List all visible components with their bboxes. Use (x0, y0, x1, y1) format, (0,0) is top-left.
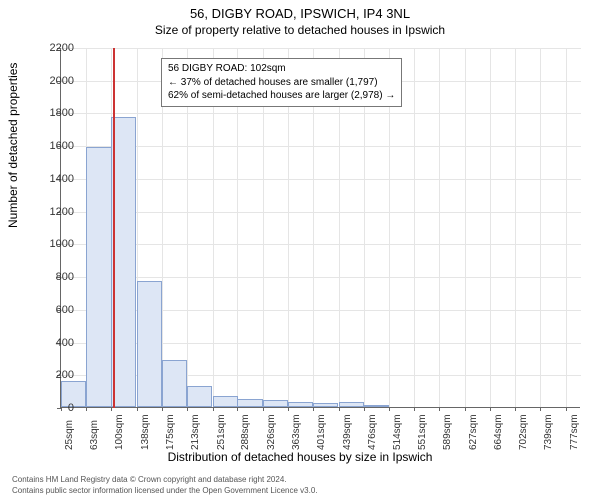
gridline-h (61, 146, 581, 147)
histogram-bar (162, 360, 187, 407)
gridline-h (61, 244, 581, 245)
histogram-bar (237, 399, 262, 407)
x-axis-label: Distribution of detached houses by size … (0, 450, 600, 464)
ytick-label: 1400 (26, 173, 74, 185)
xtick-label: 551sqm (417, 414, 428, 450)
histogram-bar (288, 402, 313, 407)
xtick-label: 100sqm (114, 414, 125, 450)
footer-line-2: Contains public sector information licen… (12, 486, 318, 496)
footer-line-1: Contains HM Land Registry data © Crown c… (12, 475, 318, 485)
gridline-v (414, 48, 415, 408)
y-axis-label: Number of detached properties (6, 63, 20, 228)
gridline-v (465, 48, 466, 408)
xtick (515, 407, 516, 411)
xtick-label: 589sqm (442, 414, 453, 450)
histogram-bar (313, 403, 338, 407)
gridline-v (439, 48, 440, 408)
xtick (414, 407, 415, 411)
histogram-bar (86, 147, 111, 407)
gridline-v (566, 48, 567, 408)
ytick-label: 600 (26, 304, 74, 316)
xtick (213, 407, 214, 411)
histogram-bar (263, 400, 288, 407)
xtick (288, 407, 289, 411)
ytick-label: 2200 (26, 42, 74, 54)
xtick (187, 407, 188, 411)
ytick-label: 800 (26, 271, 74, 283)
gridline-h (61, 212, 581, 213)
histogram-bar (364, 405, 389, 407)
ytick-label: 1800 (26, 107, 74, 119)
reference-line (113, 48, 115, 408)
page-title: 56, DIGBY ROAD, IPSWICH, IP4 3NL (0, 0, 600, 21)
annotation-line: 56 DIGBY ROAD: 102sqm (168, 62, 395, 76)
xtick (162, 407, 163, 411)
gridline-h (61, 179, 581, 180)
chart-container: 56, DIGBY ROAD, IPSWICH, IP4 3NL Size of… (0, 0, 600, 500)
xtick (137, 407, 138, 411)
xtick (465, 407, 466, 411)
gridline-h (61, 48, 581, 49)
xtick-label: 175sqm (165, 414, 176, 450)
xtick-label: 138sqm (140, 414, 151, 450)
histogram-bar (137, 281, 162, 407)
xtick (566, 407, 567, 411)
xtick-label: 439sqm (342, 414, 353, 450)
ytick-label: 1000 (26, 238, 74, 250)
xtick (263, 407, 264, 411)
xtick (86, 407, 87, 411)
plot-area: 56 DIGBY ROAD: 102sqm← 37% of detached h… (60, 48, 580, 408)
gridline-v (515, 48, 516, 408)
gridline-h (61, 113, 581, 114)
gridline-v (540, 48, 541, 408)
ytick-label: 1200 (26, 206, 74, 218)
xtick-label: 363sqm (291, 414, 302, 450)
xtick (237, 407, 238, 411)
xtick-label: 514sqm (392, 414, 403, 450)
histogram-bar (213, 396, 238, 407)
ytick-label: 1600 (26, 140, 74, 152)
histogram-bar (187, 386, 212, 407)
xtick (389, 407, 390, 411)
xtick-label: 664sqm (493, 414, 504, 450)
xtick-label: 326sqm (266, 414, 277, 450)
chart-area: 56 DIGBY ROAD: 102sqm← 37% of detached h… (60, 48, 580, 408)
xtick-label: 288sqm (240, 414, 251, 450)
xtick-label: 401sqm (316, 414, 327, 450)
xtick (364, 407, 365, 411)
annotation-line: 62% of semi-detached houses are larger (… (168, 89, 395, 103)
xtick (540, 407, 541, 411)
footer-attribution: Contains HM Land Registry data © Crown c… (12, 475, 318, 496)
xtick-label: 63sqm (89, 420, 100, 450)
xtick-label: 739sqm (543, 414, 554, 450)
xtick-label: 251sqm (216, 414, 227, 450)
xtick-label: 25sqm (64, 420, 75, 450)
xtick-label: 777sqm (569, 414, 580, 450)
ytick-label: 400 (26, 337, 74, 349)
ytick-label: 2000 (26, 75, 74, 87)
histogram-bar (339, 402, 364, 407)
xtick-label: 213sqm (190, 414, 201, 450)
ytick-label: 200 (26, 369, 74, 381)
chart-subtitle: Size of property relative to detached ho… (0, 21, 600, 37)
xtick-label: 476sqm (367, 414, 378, 450)
histogram-bar (111, 117, 136, 407)
xtick-label: 702sqm (518, 414, 529, 450)
xtick (339, 407, 340, 411)
annotation-box: 56 DIGBY ROAD: 102sqm← 37% of detached h… (161, 58, 402, 107)
gridline-v (490, 48, 491, 408)
annotation-line: ← 37% of detached houses are smaller (1,… (168, 76, 395, 90)
xtick (313, 407, 314, 411)
xtick (439, 407, 440, 411)
xtick (490, 407, 491, 411)
ytick-label: 0 (26, 402, 74, 414)
gridline-h (61, 277, 581, 278)
xtick-label: 627sqm (468, 414, 479, 450)
